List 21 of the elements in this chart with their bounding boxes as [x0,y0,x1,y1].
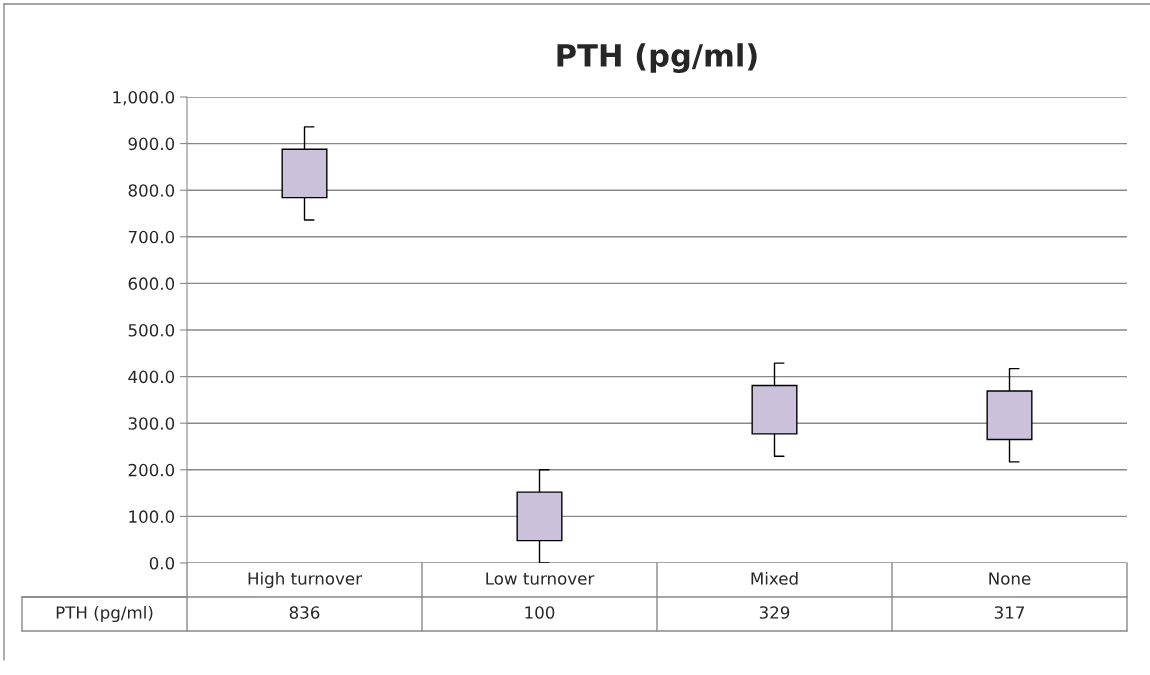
y-tick-label: 600.0 [128,277,175,290]
text: 100 [525,606,555,619]
text: PTH (pg/ml) [56,605,153,623]
y-tick-label: 500.0 [128,323,175,337]
y-tick-label: 100.0 [129,510,175,523]
y-tick-label: 300.0 [128,417,175,430]
y-tick-label: 200.0 [128,463,175,477]
y-tick-label: 1,000.0 [113,90,175,106]
x-tick-label: High turnover [248,571,362,589]
y-tick-label: 400.0 [128,370,175,384]
y-tick-label: 800.0 [128,184,175,197]
x-tick-label: None [989,572,1031,585]
text: 317 [994,606,1024,619]
text: 836 [289,606,320,619]
y-tick-label: 900.0 [128,137,175,151]
x-tick-label: Mixed [751,571,798,585]
x-tick-label: Low turnover [486,572,595,585]
text: 329 [759,606,790,619]
y-tick-label: 700.0 [128,230,175,244]
y-tick-label: 0.0 [149,556,175,570]
chart-title: PTH (pg/ml) [557,43,757,74]
